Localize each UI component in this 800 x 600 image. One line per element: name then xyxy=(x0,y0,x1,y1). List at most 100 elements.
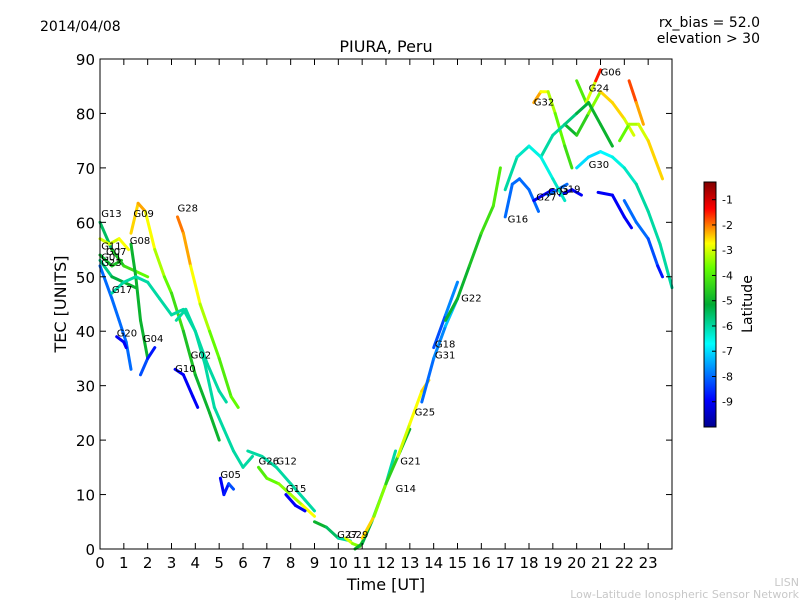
segment-g13b-7 xyxy=(658,242,674,290)
x-tick-label-4: 4 xyxy=(191,554,201,572)
series-label-24: G22 xyxy=(461,293,481,304)
series-label-19: G14 xyxy=(396,484,416,495)
segment-g17-5 xyxy=(170,307,185,317)
colorbar-ticks: -1 -2 -3 -4 -5 -6 -7 -8 -9 xyxy=(712,194,733,409)
series-label-2: G07 xyxy=(106,247,126,258)
series-g15 xyxy=(284,493,307,513)
x-tick-label-15: 15 xyxy=(448,554,467,572)
x-tick-label-17: 17 xyxy=(496,554,515,572)
segment-g07-1 xyxy=(110,258,123,268)
x-tick-label-16: 16 xyxy=(472,554,491,572)
segment-g10b-1 xyxy=(515,144,531,159)
segment-g20-1 xyxy=(122,340,128,350)
segment-g18-0 xyxy=(432,313,448,350)
segment-g30-0 xyxy=(539,133,555,159)
y-tick-label-20: 20 xyxy=(76,432,95,450)
series-g30 xyxy=(539,101,614,159)
segment-g15-1 xyxy=(293,503,307,513)
series-g28 xyxy=(176,215,240,409)
segment-g28b-2 xyxy=(637,122,650,143)
segment-g13-1 xyxy=(110,248,126,268)
segment-g06-0 xyxy=(575,79,588,105)
segment-g19-1 xyxy=(570,188,583,197)
segment-g21b-2 xyxy=(646,237,660,268)
x-tick-label-3: 3 xyxy=(167,554,177,572)
y-axis-label: TEC [UNITS] xyxy=(51,256,70,354)
series-label-21: G25 xyxy=(415,408,435,419)
segment-g05-0 xyxy=(218,476,226,497)
x-axis-label: Time [UT] xyxy=(346,575,425,594)
segment-g24-3 xyxy=(599,90,614,105)
segment-g17b-0 xyxy=(627,79,638,105)
cbar-tick-label--8: -8 xyxy=(722,370,733,383)
segment-g02-6 xyxy=(232,449,245,469)
segment-g30-5 xyxy=(599,122,614,148)
segment-g24-4 xyxy=(610,101,626,121)
series-label-5: G09 xyxy=(133,209,153,220)
segment-g32-0 xyxy=(532,90,543,105)
y-tick-label-0: 0 xyxy=(85,541,95,559)
segment-g25-1 xyxy=(408,389,424,426)
segment-g02-3 xyxy=(203,362,216,409)
segment-g23-0 xyxy=(98,264,114,301)
segment-g21b-1 xyxy=(634,220,650,241)
cbar-tick-label--1: -1 xyxy=(722,194,733,207)
segment-g17-8 xyxy=(205,362,221,393)
series-g04 xyxy=(139,346,157,377)
segment-g17-3 xyxy=(146,280,162,301)
segment-g22-1 xyxy=(456,264,471,301)
series-label-6: G08 xyxy=(130,236,150,247)
segment-g23-1 xyxy=(110,297,121,322)
segment-g22-0 xyxy=(444,297,459,322)
series-label-10: G28 xyxy=(178,203,198,214)
chart-title: PIURA, Peru xyxy=(339,37,432,56)
segment-g06-2 xyxy=(594,68,602,83)
segment-g12-0 xyxy=(246,449,264,458)
segment-g12-1 xyxy=(260,454,278,469)
series-g27 xyxy=(532,188,555,203)
segment-g13b-6 xyxy=(646,209,662,246)
series-label-20: G21 xyxy=(400,457,420,468)
segment-g30-4 xyxy=(587,101,602,126)
segment-g13b-2 xyxy=(599,150,614,159)
segment-g31-1 xyxy=(432,324,448,360)
segment-g13b-5 xyxy=(634,182,650,213)
segment-g13b-3 xyxy=(610,155,626,170)
plot-frame xyxy=(99,58,673,550)
segment-g10-0 xyxy=(173,367,185,377)
cbar-tick-label--6: -6 xyxy=(722,320,733,333)
segment-g01-0 xyxy=(98,258,114,279)
y-tick-label-80: 80 xyxy=(76,105,95,123)
series-g22 xyxy=(444,166,502,322)
segment-g02-4 xyxy=(212,405,226,431)
series-label-31: G06 xyxy=(601,67,621,78)
y-tick-label-10: 10 xyxy=(76,487,95,505)
series-g13b xyxy=(575,150,674,290)
segment-g10b-4 xyxy=(551,177,567,203)
segment-g28-3 xyxy=(198,302,212,333)
segment-g09-2 xyxy=(143,209,157,252)
series-g10 xyxy=(173,367,200,409)
series-label-18: G29 xyxy=(348,530,368,541)
segment-g26-4 xyxy=(301,503,316,518)
segment-g27-0 xyxy=(313,520,328,529)
segment-g25-0 xyxy=(396,422,412,458)
segment-g27-0 xyxy=(532,193,545,203)
segment-g30-1 xyxy=(551,122,567,137)
segment-g08-0 xyxy=(129,242,138,279)
y-tick-label-40: 40 xyxy=(76,323,95,341)
elevation-label: elevation > 30 xyxy=(657,31,760,47)
series-label-26: G32 xyxy=(534,97,554,108)
segment-g13-3 xyxy=(134,269,150,279)
segment-g28b-3 xyxy=(646,139,664,181)
segment-g32-4 xyxy=(563,144,574,170)
x-tick-label-23: 23 xyxy=(639,554,658,572)
segment-g10b-2 xyxy=(527,144,543,159)
segment-g09-4 xyxy=(162,275,173,295)
segment-g16-2 xyxy=(518,177,531,192)
segment-g09-7 xyxy=(193,373,212,415)
series-g02 xyxy=(174,307,254,469)
segment-g26-2 xyxy=(277,482,293,497)
segment-g17-9 xyxy=(217,389,228,404)
